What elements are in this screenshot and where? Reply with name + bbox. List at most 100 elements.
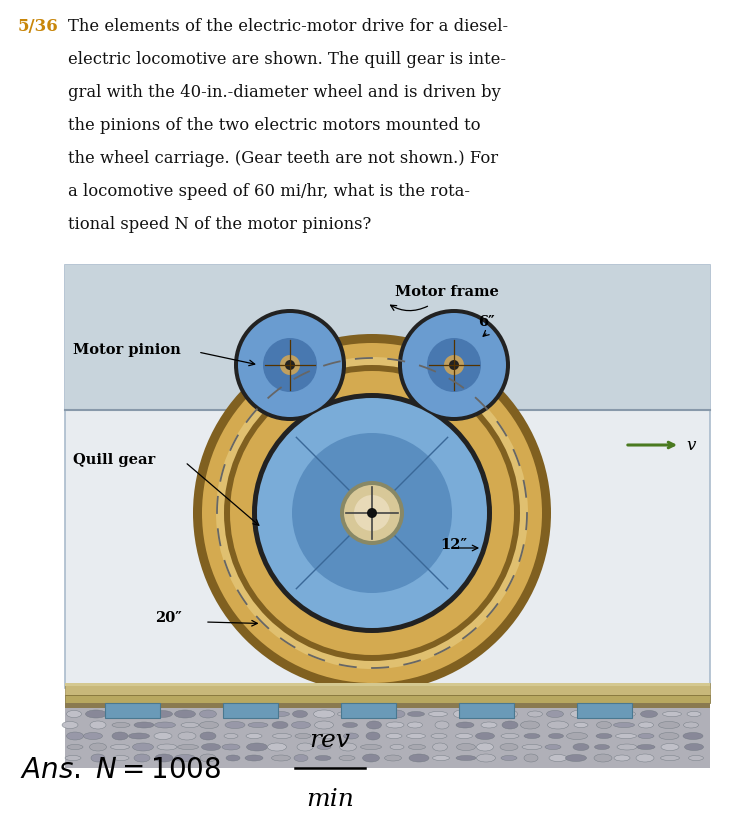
Ellipse shape <box>113 756 129 761</box>
Ellipse shape <box>155 754 173 762</box>
Circle shape <box>280 355 300 375</box>
Ellipse shape <box>660 756 680 761</box>
Ellipse shape <box>689 756 704 761</box>
Ellipse shape <box>453 710 471 718</box>
FancyBboxPatch shape <box>105 703 160 718</box>
Ellipse shape <box>83 733 102 739</box>
Text: 20″: 20″ <box>155 611 182 625</box>
Ellipse shape <box>615 733 636 738</box>
Ellipse shape <box>684 722 699 728</box>
FancyBboxPatch shape <box>65 265 710 688</box>
Ellipse shape <box>663 711 681 716</box>
Ellipse shape <box>522 744 542 749</box>
Ellipse shape <box>501 756 517 761</box>
Ellipse shape <box>66 710 81 718</box>
Ellipse shape <box>684 743 704 751</box>
Ellipse shape <box>549 755 567 761</box>
Ellipse shape <box>222 744 240 750</box>
Ellipse shape <box>360 744 381 749</box>
Ellipse shape <box>130 710 150 718</box>
Ellipse shape <box>111 744 129 749</box>
Ellipse shape <box>90 721 106 729</box>
Text: 5/36: 5/36 <box>18 18 59 35</box>
Ellipse shape <box>112 723 130 728</box>
Ellipse shape <box>151 710 172 718</box>
Circle shape <box>344 485 400 541</box>
Ellipse shape <box>614 755 630 761</box>
Ellipse shape <box>432 743 447 751</box>
Ellipse shape <box>547 721 569 729</box>
Ellipse shape <box>62 722 78 728</box>
Ellipse shape <box>408 744 426 749</box>
Text: tional speed N of the motor pinions?: tional speed N of the motor pinions? <box>68 216 371 233</box>
FancyBboxPatch shape <box>65 708 710 768</box>
Ellipse shape <box>571 710 592 718</box>
Ellipse shape <box>315 756 331 761</box>
Ellipse shape <box>366 721 381 729</box>
Ellipse shape <box>573 743 589 751</box>
Text: The elements of the electric-motor drive for a diesel-: The elements of the electric-motor drive… <box>68 18 508 35</box>
FancyBboxPatch shape <box>577 703 632 718</box>
Circle shape <box>238 313 342 417</box>
Ellipse shape <box>272 733 292 738</box>
Ellipse shape <box>338 711 354 716</box>
Circle shape <box>252 393 492 633</box>
Ellipse shape <box>683 733 703 739</box>
Ellipse shape <box>245 755 263 761</box>
Ellipse shape <box>456 743 475 751</box>
Ellipse shape <box>224 733 238 738</box>
Circle shape <box>367 508 377 518</box>
Ellipse shape <box>524 754 538 762</box>
Ellipse shape <box>272 722 288 728</box>
Ellipse shape <box>408 711 424 716</box>
Ellipse shape <box>134 754 150 762</box>
Ellipse shape <box>618 711 635 717</box>
Ellipse shape <box>596 722 611 728</box>
Text: v: v <box>686 436 696 454</box>
Ellipse shape <box>295 733 311 738</box>
Ellipse shape <box>456 756 476 761</box>
Ellipse shape <box>387 710 405 718</box>
Ellipse shape <box>481 722 497 728</box>
Ellipse shape <box>366 732 380 740</box>
Ellipse shape <box>271 711 290 716</box>
Circle shape <box>444 355 464 375</box>
Ellipse shape <box>226 755 240 761</box>
Ellipse shape <box>432 756 450 761</box>
Ellipse shape <box>200 732 216 740</box>
Text: electric locomotive are shown. The quill gear is inte-: electric locomotive are shown. The quill… <box>68 51 506 68</box>
Ellipse shape <box>636 754 654 762</box>
Ellipse shape <box>292 722 311 728</box>
Ellipse shape <box>641 710 657 718</box>
Circle shape <box>216 357 528 669</box>
Ellipse shape <box>594 754 612 762</box>
Ellipse shape <box>590 711 611 716</box>
Circle shape <box>193 334 551 692</box>
Circle shape <box>340 481 404 545</box>
Ellipse shape <box>596 733 612 738</box>
Text: a locomotive speed of 60 mi/hr, what is the rota-: a locomotive speed of 60 mi/hr, what is … <box>68 183 470 200</box>
Circle shape <box>263 338 317 392</box>
Text: gral with the 40-in.-diameter wheel and is driven by: gral with the 40-in.-diameter wheel and … <box>68 84 501 101</box>
Ellipse shape <box>247 743 268 751</box>
Ellipse shape <box>362 710 376 718</box>
Ellipse shape <box>520 721 539 729</box>
Ellipse shape <box>225 711 243 716</box>
Circle shape <box>427 338 481 392</box>
Ellipse shape <box>659 722 680 728</box>
Ellipse shape <box>638 722 653 728</box>
Ellipse shape <box>595 744 610 749</box>
Ellipse shape <box>89 743 107 751</box>
FancyBboxPatch shape <box>341 703 396 718</box>
Ellipse shape <box>477 743 493 751</box>
Circle shape <box>202 343 542 683</box>
Ellipse shape <box>86 710 107 718</box>
Ellipse shape <box>174 710 196 718</box>
Ellipse shape <box>344 733 359 739</box>
FancyBboxPatch shape <box>65 703 710 708</box>
Ellipse shape <box>271 755 290 761</box>
Ellipse shape <box>524 733 540 738</box>
Ellipse shape <box>431 733 447 738</box>
Ellipse shape <box>248 723 268 728</box>
Ellipse shape <box>386 733 402 738</box>
